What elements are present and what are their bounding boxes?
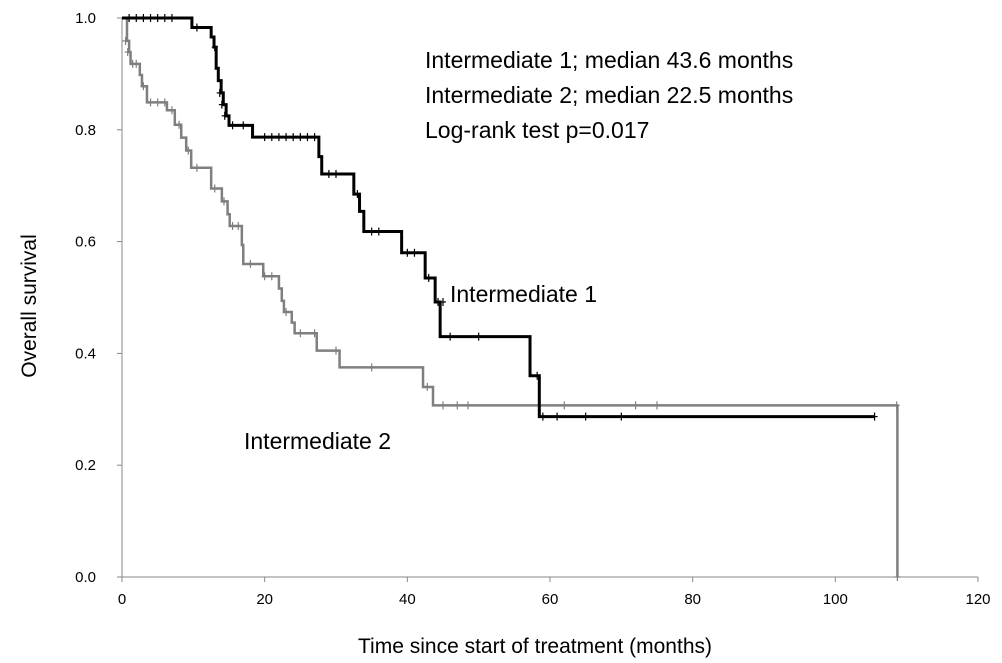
y-tick-label: 0.8 xyxy=(75,122,96,139)
series-label-intermediate-2: Intermediate 2 xyxy=(244,428,391,454)
y-tick-label: 0.0 xyxy=(75,569,96,586)
stats-line-1: Intermediate 1; median 43.6 months xyxy=(425,47,793,73)
series-intermediate-2 xyxy=(122,16,901,581)
y-tick-label: 0.6 xyxy=(75,234,96,251)
x-tick-label: 20 xyxy=(256,591,273,608)
series-label-intermediate-1: Intermediate 1 xyxy=(450,281,597,307)
y-tick-label: 0.4 xyxy=(75,345,96,362)
x-tick-label: 100 xyxy=(823,591,848,608)
x-tick-label: 120 xyxy=(965,591,990,608)
x-tick-label: 40 xyxy=(399,591,416,608)
y-axis-title: Overall survival xyxy=(18,234,41,378)
stats-line-2: Intermediate 2; median 22.5 months xyxy=(425,82,793,108)
stats-line-3: Log-rank test p=0.017 xyxy=(425,117,649,143)
y-tick-label: 1.0 xyxy=(75,10,96,27)
plot-area xyxy=(122,14,901,581)
x-tick-label: 80 xyxy=(684,591,701,608)
y-tick-label: 0.2 xyxy=(75,457,96,474)
series-intermediate-1 xyxy=(122,14,878,421)
axes: 0 20 40 60 80 100 120 0.0 0.2 0.4 0.6 0.8 1.0 xyxy=(75,10,990,608)
survival-curve-intermediate-1 xyxy=(122,16,875,419)
x-tick-label: 60 xyxy=(542,591,559,608)
x-tick-label: 0 xyxy=(118,591,126,608)
x-axis-title: Time since start of treatment (months) xyxy=(358,635,712,658)
survival-curve-intermediate-2 xyxy=(122,16,899,577)
